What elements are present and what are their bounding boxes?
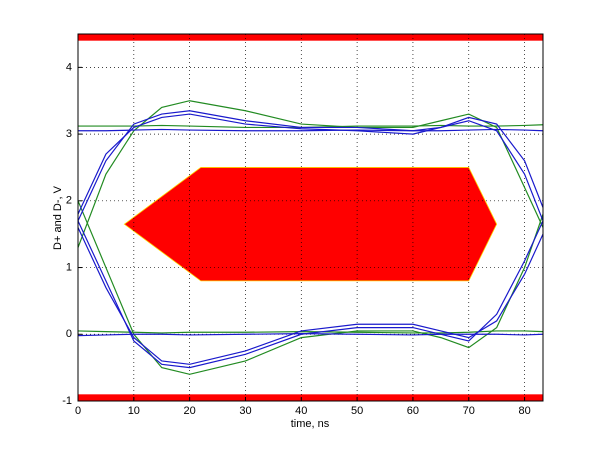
trace [77, 330, 544, 334]
x-tick-label: 10 [128, 405, 140, 417]
y-tick-label: 0 [66, 328, 72, 340]
trace [77, 227, 544, 365]
y-tick-label: -1 [62, 395, 72, 407]
eye-mask [123, 167, 498, 282]
trace [77, 113, 544, 215]
x-axis-label: time, ns [291, 418, 330, 430]
trace [78, 128, 544, 132]
x-tick-label: 80 [518, 405, 530, 417]
limit-band [78, 34, 543, 41]
y-tick-label: 1 [66, 261, 72, 273]
y-axis-label: D+ and D-, V [52, 185, 64, 250]
x-tick-label: 60 [407, 405, 419, 417]
plot-frame [77, 33, 544, 402]
trace [77, 333, 544, 337]
x-tick-label: 50 [351, 405, 363, 417]
x-tick-label: 0 [75, 405, 81, 417]
x-tick-label: 70 [463, 405, 475, 417]
y-tick-label: 2 [66, 195, 72, 207]
x-tick-label: 30 [239, 405, 251, 417]
y-tick-label: 4 [66, 61, 72, 73]
y-tick-label: 3 [66, 128, 72, 140]
limit-band [78, 394, 543, 401]
trace [77, 220, 544, 369]
trace [77, 100, 544, 248]
x-tick-label: 20 [184, 405, 196, 417]
x-tick-label: 40 [295, 405, 307, 417]
